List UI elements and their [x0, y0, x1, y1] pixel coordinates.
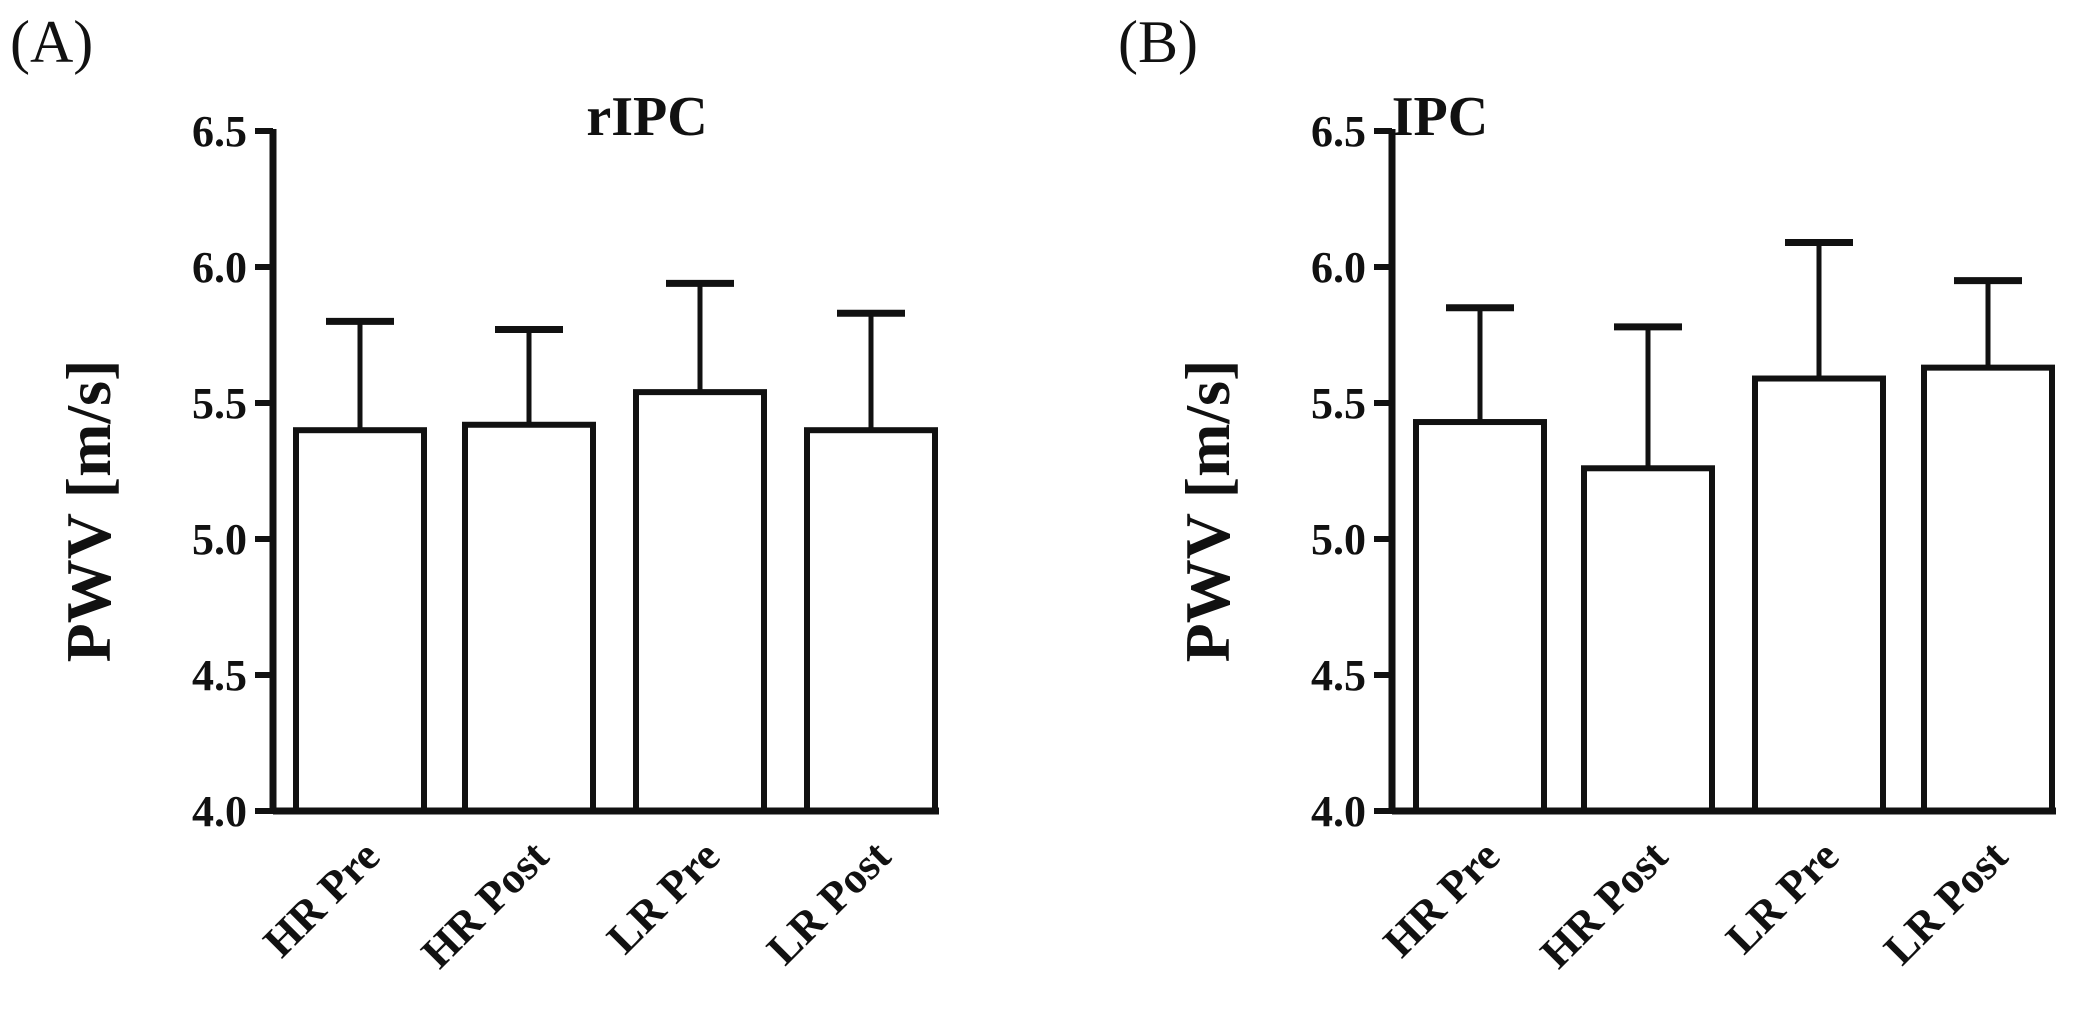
x-tick-label: LR Pre: [597, 831, 729, 963]
chart-panel-a: (A) rIPC 4.0 4.5 5.0 5.5 6.0 6.5 PWV [m/s] HR Pre…: [10, 9, 939, 978]
x-tick-label: HR Post: [1531, 831, 1677, 977]
y-tick-label: 4.0: [192, 787, 247, 836]
x-tick-label: HR Pre: [254, 831, 389, 966]
panel-label: (A): [10, 9, 93, 75]
chart-panel-b: (B) IPC 4.0 4.5 5.0 5.5 6.0 6.5 PWV [m/s] HR Pre H…: [1118, 9, 2056, 978]
x-tick-label: HR Pre: [1374, 831, 1509, 966]
x-tick-label: LR Post: [1874, 831, 2017, 974]
bar: [462, 421, 596, 814]
bar: [1581, 465, 1715, 814]
y-tick-label: 5.0: [1311, 515, 1366, 564]
y-tick-label: 5.5: [192, 379, 247, 428]
bar: [1752, 375, 1886, 814]
x-tick-label: HR Post: [412, 831, 558, 977]
y-tick-label: 6.0: [1311, 243, 1366, 292]
bar: [633, 389, 767, 814]
y-axis-label: PWV [m/s]: [53, 360, 124, 663]
chart-title: rIPC: [586, 86, 707, 148]
y-tick-label: 5.0: [192, 515, 247, 564]
y-tick-label: 6.0: [192, 243, 247, 292]
y-axis-label: PWV [m/s]: [1172, 360, 1243, 663]
x-tick-label: LR Post: [757, 831, 900, 974]
y-tick-label: 6.5: [192, 107, 247, 156]
bar: [293, 427, 427, 814]
panel-label: (B): [1118, 9, 1198, 75]
y-tick-label: 5.5: [1311, 379, 1366, 428]
y-tick-label: 4.5: [192, 651, 247, 700]
x-tick-label: LR Pre: [1716, 831, 1848, 963]
y-tick-label: 6.5: [1311, 107, 1366, 156]
y-tick-label: 4.0: [1311, 787, 1366, 836]
bar: [1921, 364, 2055, 814]
chart-title: IPC: [1392, 86, 1488, 148]
bar: [804, 427, 938, 814]
bar: [1413, 419, 1547, 814]
y-tick-label: 4.5: [1311, 651, 1366, 700]
